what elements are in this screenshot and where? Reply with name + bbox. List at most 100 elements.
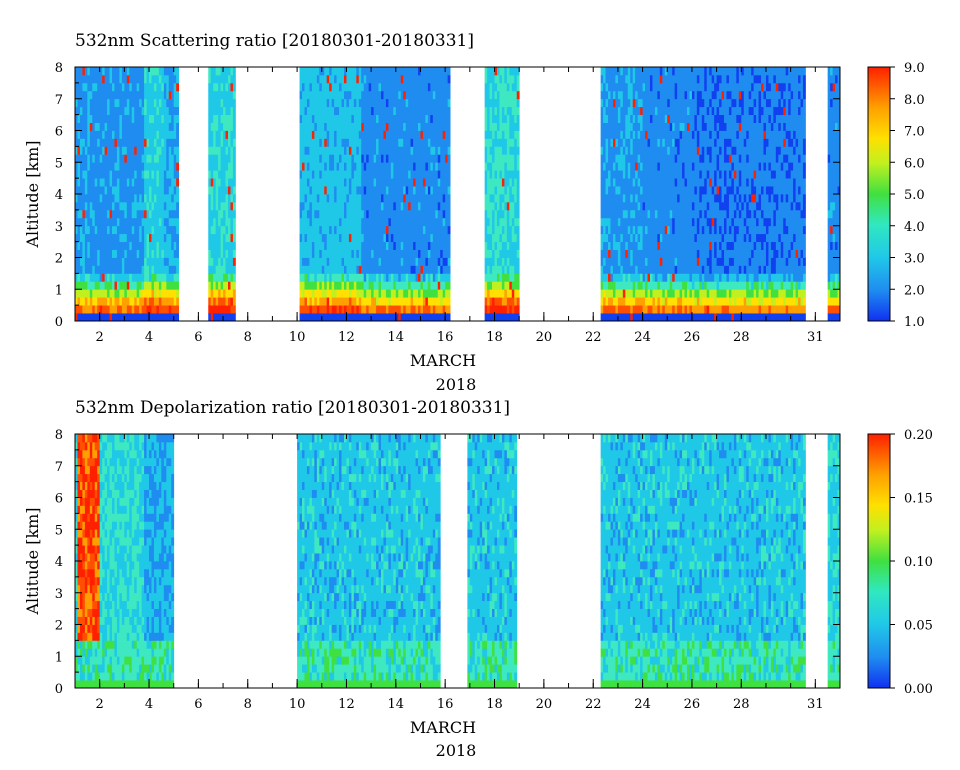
heatmap-cell bbox=[218, 305, 221, 314]
heatmap-cell bbox=[647, 225, 651, 235]
heatmap-cell bbox=[153, 178, 157, 187]
heatmap-cell bbox=[129, 186, 133, 195]
heatmap-cell bbox=[92, 114, 96, 123]
heatmap-cell bbox=[427, 82, 431, 92]
heatmap-cell bbox=[114, 281, 118, 290]
heatmap-cell bbox=[215, 82, 219, 92]
heatmap-cell bbox=[405, 67, 409, 76]
heatmap-cell bbox=[129, 241, 133, 250]
heatmap-cell bbox=[99, 154, 103, 163]
heatmap-cell bbox=[336, 209, 340, 219]
heatmap-cell bbox=[622, 297, 626, 306]
heatmap-cell bbox=[430, 233, 434, 243]
heatmap-cell bbox=[437, 209, 441, 219]
heatmap-cell bbox=[134, 281, 138, 290]
heatmap-cell bbox=[368, 98, 372, 108]
heatmap-cell bbox=[395, 233, 399, 243]
heatmap-cell bbox=[400, 146, 404, 155]
heatmap-cell bbox=[612, 257, 616, 266]
heatmap-cell bbox=[610, 67, 614, 76]
heatmap-cell bbox=[652, 257, 656, 266]
heatmap-cell bbox=[632, 146, 636, 155]
heatmap-cell bbox=[311, 122, 315, 131]
heatmap-cell bbox=[627, 138, 631, 147]
heatmap-cell bbox=[316, 146, 320, 155]
heatmap-cell bbox=[603, 122, 606, 131]
heatmap-cell bbox=[509, 305, 513, 314]
heatmap-cell bbox=[620, 233, 624, 243]
heatmap-cell bbox=[304, 194, 308, 203]
heatmap-cell bbox=[625, 273, 629, 282]
heatmap-cell bbox=[168, 194, 172, 203]
heatmap-cell bbox=[343, 194, 347, 203]
heatmap-cell bbox=[506, 130, 510, 139]
heatmap-cell bbox=[516, 289, 520, 298]
heatmap-cell bbox=[161, 194, 165, 203]
heatmap-cell bbox=[603, 194, 606, 203]
heatmap-cell bbox=[410, 74, 414, 84]
heatmap-cell bbox=[114, 74, 118, 84]
heatmap-cell bbox=[388, 201, 392, 211]
heatmap-cell bbox=[341, 186, 345, 195]
heatmap-cell bbox=[119, 225, 123, 235]
heatmap-cell bbox=[647, 257, 651, 266]
heatmap-cell bbox=[104, 217, 108, 227]
heatmap-cell bbox=[413, 241, 416, 250]
heatmap-cell bbox=[447, 281, 451, 290]
heatmap-cell bbox=[107, 241, 110, 250]
heatmap-cell bbox=[225, 98, 229, 108]
heatmap-cell bbox=[516, 162, 520, 171]
heatmap-cell bbox=[358, 233, 362, 243]
heatmap-cell bbox=[119, 241, 123, 250]
heatmap-cell bbox=[163, 217, 167, 227]
heatmap-cell bbox=[418, 241, 421, 250]
heatmap-cell bbox=[104, 114, 108, 123]
heatmap-cell bbox=[311, 281, 315, 290]
heatmap-cell bbox=[487, 186, 490, 195]
heatmap-cell bbox=[171, 233, 175, 243]
heatmap-cell bbox=[487, 194, 490, 203]
heatmap-cell bbox=[622, 82, 626, 92]
heatmap-cell bbox=[124, 194, 128, 203]
heatmap-cell bbox=[501, 241, 505, 250]
heatmap-cell bbox=[447, 225, 451, 235]
heatmap-cell bbox=[487, 313, 490, 322]
heatmap-cell bbox=[92, 170, 96, 179]
heatmap-cell bbox=[509, 90, 513, 100]
heatmap-cell bbox=[77, 114, 81, 123]
heatmap-cell bbox=[124, 130, 128, 139]
heatmap-cell bbox=[341, 162, 345, 171]
heatmap-cell bbox=[208, 98, 212, 108]
heatmap-cell bbox=[494, 265, 498, 274]
heatmap-cell bbox=[620, 305, 624, 314]
heatmap-cell bbox=[504, 122, 508, 131]
heatmap-cell bbox=[615, 162, 619, 171]
heatmap-cell bbox=[600, 138, 604, 147]
heatmap-cell bbox=[667, 233, 671, 243]
heatmap-cell bbox=[403, 67, 407, 76]
heatmap-cell bbox=[131, 201, 135, 211]
heatmap-cell bbox=[114, 217, 118, 227]
heatmap-cell bbox=[141, 201, 145, 211]
heatmap-cell bbox=[232, 201, 236, 211]
heatmap-cell bbox=[487, 233, 490, 243]
heatmap-cell bbox=[435, 217, 439, 227]
heatmap-cell bbox=[163, 114, 167, 123]
heatmap-cell bbox=[104, 154, 108, 163]
heatmap-cell bbox=[608, 257, 611, 266]
heatmap-cell bbox=[388, 74, 392, 84]
heatmap-cell bbox=[334, 194, 337, 203]
heatmap-cell bbox=[119, 217, 123, 227]
heatmap-cell bbox=[610, 122, 614, 131]
heatmap-cell bbox=[385, 289, 389, 298]
heatmap-cell bbox=[225, 162, 229, 171]
heatmap-cell bbox=[632, 67, 636, 76]
heatmap-cell bbox=[635, 305, 639, 314]
heatmap-cell bbox=[156, 138, 160, 147]
heatmap-cell bbox=[445, 162, 449, 171]
heatmap-cell bbox=[220, 146, 224, 155]
heatmap-cell bbox=[647, 122, 651, 131]
heatmap-cell bbox=[102, 138, 106, 147]
heatmap-cell bbox=[647, 74, 651, 84]
heatmap-cell bbox=[129, 194, 133, 203]
